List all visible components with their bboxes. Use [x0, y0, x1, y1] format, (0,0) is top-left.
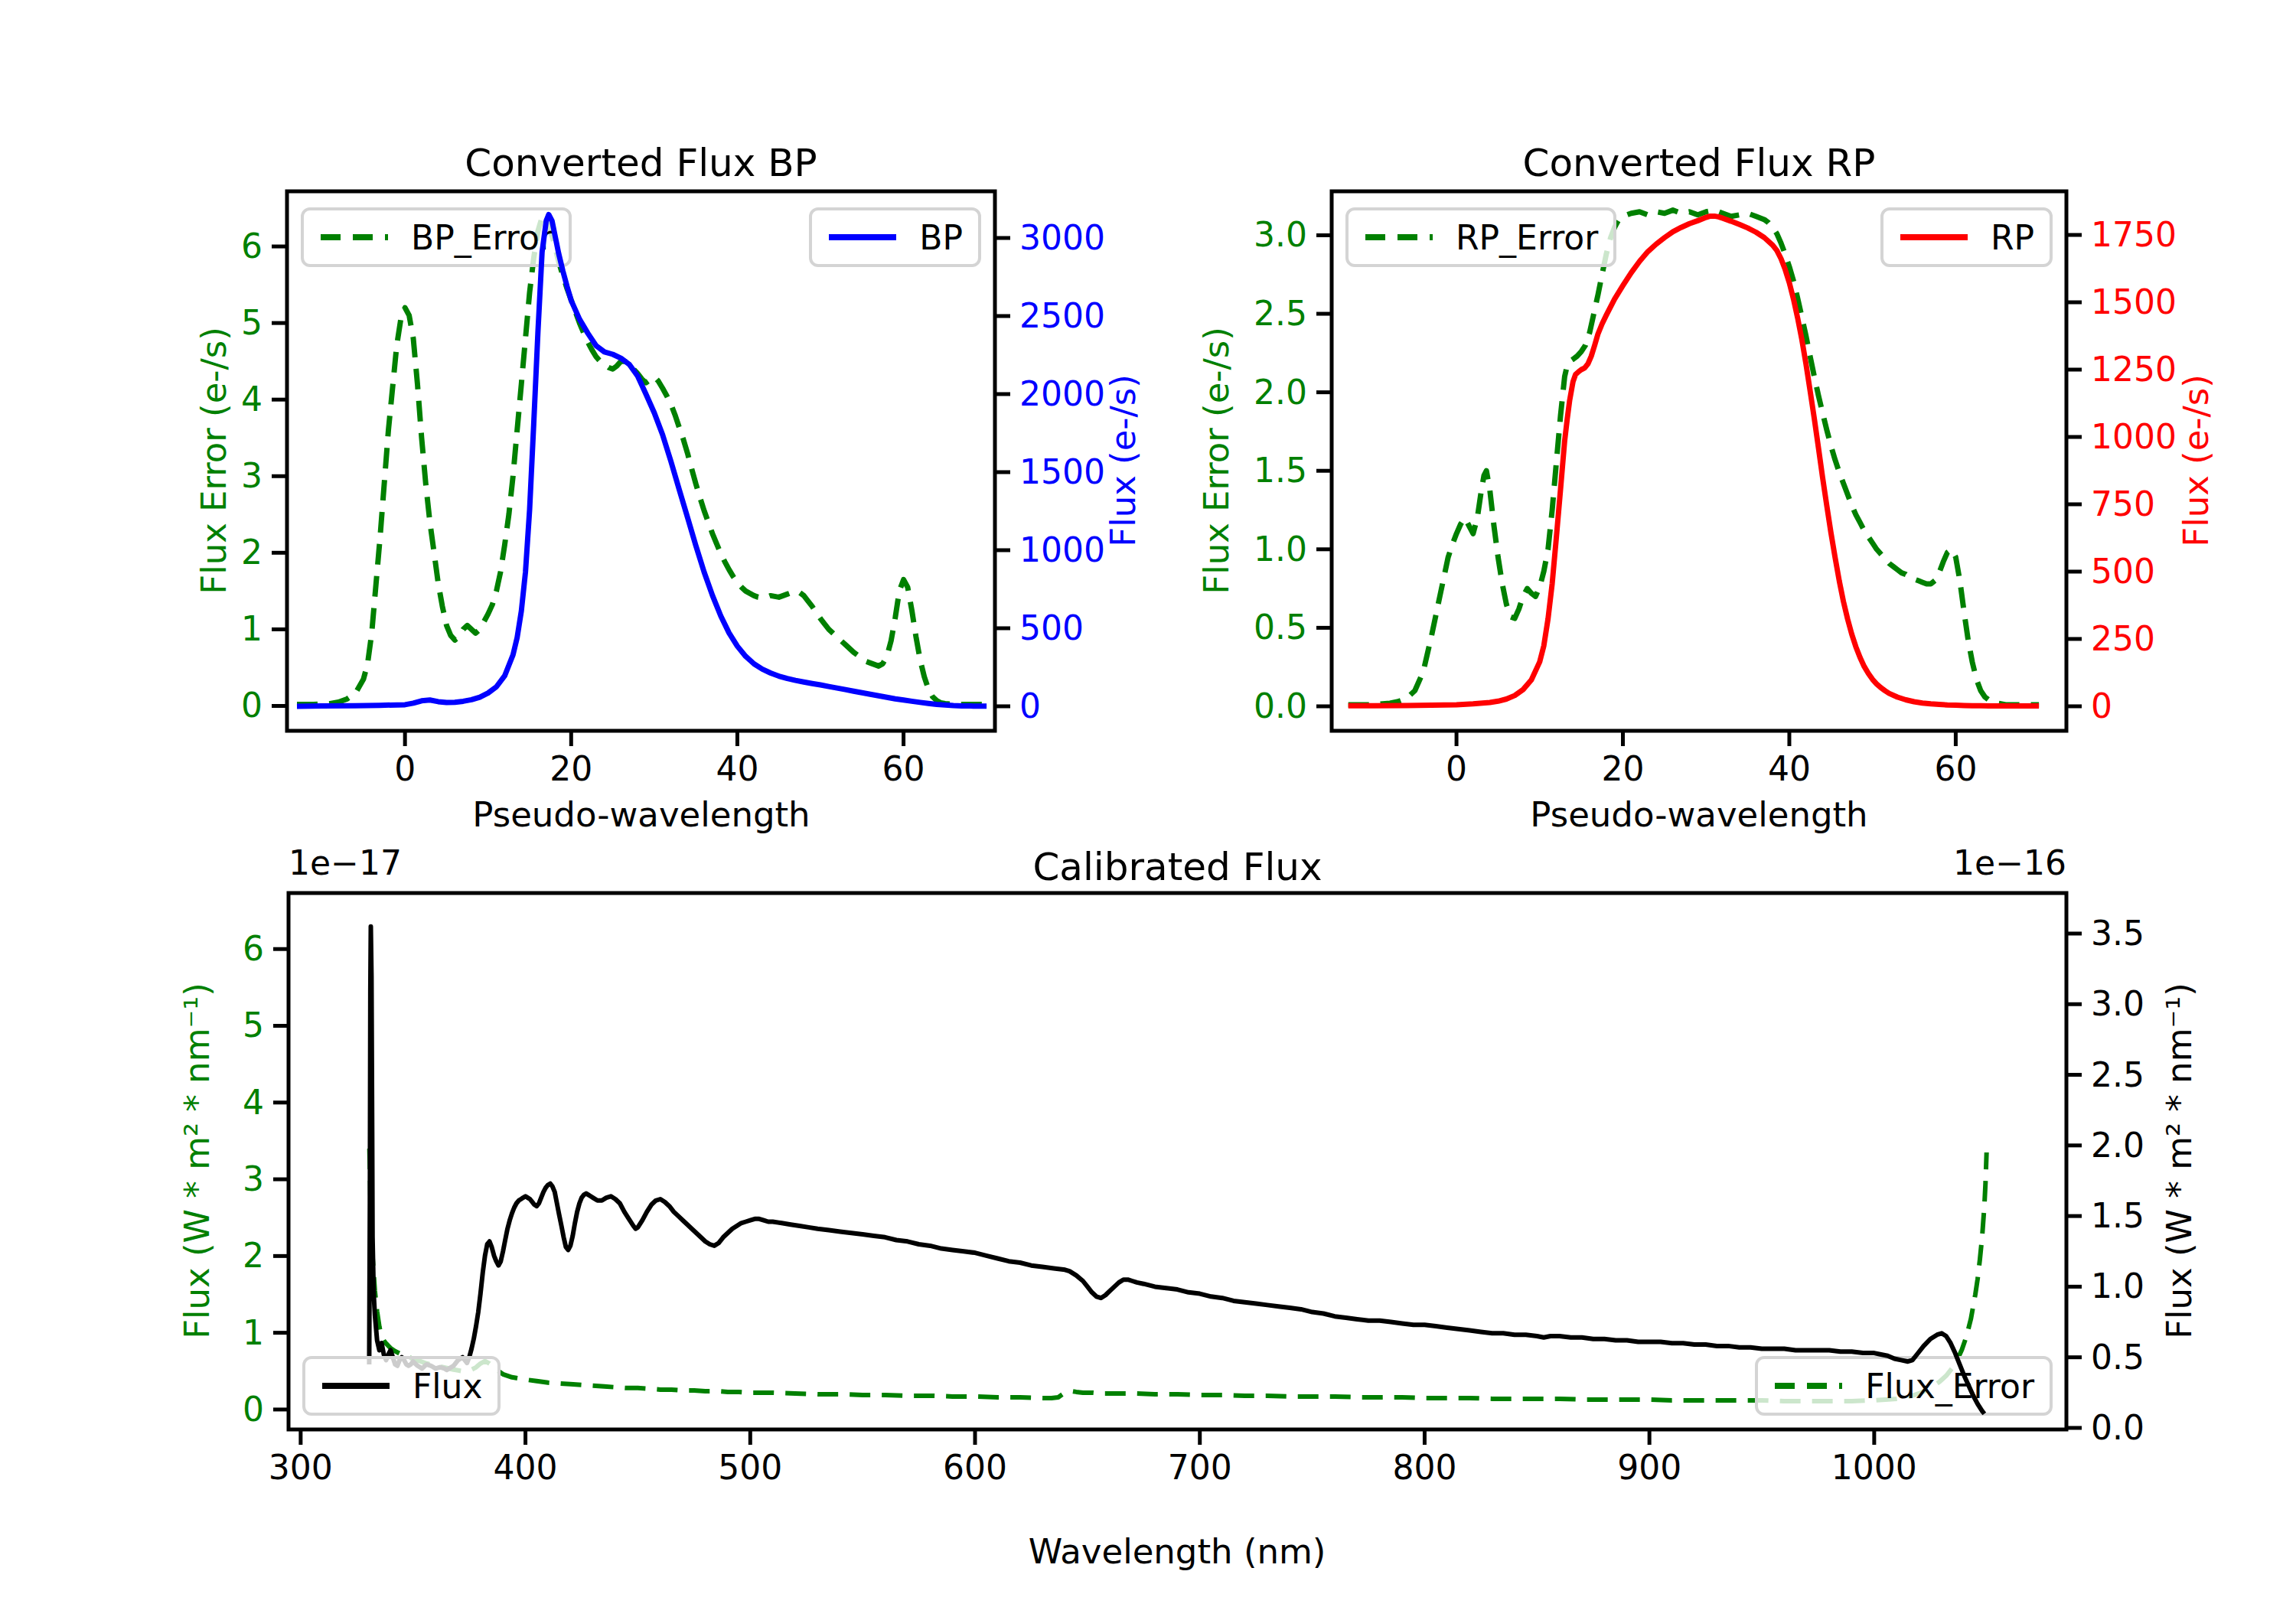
bp-tick-label: 500 [1019, 611, 1084, 645]
cal-tick-label: 300 [269, 1451, 333, 1485]
cal-tick-label: 500 [718, 1451, 782, 1485]
rp-tick-label: 750 [2091, 487, 2155, 521]
rp-tick-label: 60 [1934, 752, 1977, 786]
rp-tick-label: 500 [2091, 555, 2155, 588]
flux-curve [369, 927, 1984, 1414]
rp-tick-label: 1750 [2091, 218, 2177, 252]
rp-tick-label: 1500 [2091, 285, 2177, 319]
rp-curve [1349, 216, 2039, 706]
rp-title: Converted Flux RP [1332, 140, 2066, 186]
bp-legend-label: BP [919, 218, 963, 257]
cal-tick-label: 1 [243, 1316, 264, 1350]
cal-ylabel-left: Flux (W * m² * nm⁻¹) [176, 817, 219, 1505]
bp-tick-label: 0 [1019, 689, 1041, 723]
cal-tick-label: 800 [1392, 1451, 1456, 1485]
rp-legend-label: RP [1991, 218, 2034, 257]
bp-tick-label: 40 [716, 752, 758, 786]
rp-axes-frame [1332, 191, 2066, 731]
cal-offset-left: 1e−17 [289, 844, 402, 882]
rp-tick-label: 2.0 [1254, 376, 1307, 409]
rp-tick-label: 40 [1768, 752, 1811, 786]
rp-tick-label: 2.5 [1254, 297, 1307, 331]
bp-tick-label: 1500 [1019, 455, 1105, 489]
bp-tick-label: 3 [241, 459, 263, 493]
rp-ylabel-left: Flux Error (e-/s) [1195, 116, 1238, 805]
bp-title: Converted Flux BP [287, 140, 995, 186]
bp-tick-label: 60 [882, 752, 925, 786]
cal-tick-label: 2 [243, 1239, 264, 1273]
cal-tick-label: 0 [243, 1393, 264, 1426]
cal-tick-label: 2.0 [2091, 1129, 2144, 1162]
rp-tick-label: 1000 [2091, 420, 2177, 454]
bp-ylabel-right: Flux (e-/s) [1102, 116, 1145, 805]
bp-xlabel: Pseudo-wavelength [373, 794, 909, 836]
figure-canvas: Converted Flux BP Converted Flux RP Cali… [0, 0, 2296, 1607]
rp-tick-label: 20 [1602, 752, 1645, 786]
flux-legend-sample [321, 1381, 391, 1390]
bp-tick-label: 1000 [1019, 533, 1105, 567]
rp-tick-label: 1250 [2091, 353, 2177, 386]
rp-tick-label: 250 [2091, 622, 2155, 656]
cal-tick-label: 2.5 [2091, 1058, 2144, 1092]
cal-xlabel: Wavelength (nm) [909, 1530, 1445, 1573]
cal-tick-label: 3.5 [2091, 917, 2144, 950]
bp-axes-frame [287, 191, 995, 731]
cal-title: Calibrated Flux [289, 844, 2066, 890]
rp-ylabel-right: Flux (e-/s) [2175, 116, 2218, 805]
rp-tick-label: 0 [2091, 689, 2112, 723]
flux-legend: Flux [302, 1356, 501, 1416]
rp-tick-label: 3.0 [1254, 218, 1307, 252]
cal-tick-label: 600 [943, 1451, 1007, 1485]
rp-tick-label: 0.0 [1254, 689, 1307, 723]
bp-tick-label: 1 [241, 612, 263, 646]
cal-tick-label: 700 [1168, 1451, 1232, 1485]
cal-tick-label: 900 [1617, 1451, 1681, 1485]
cal-ylabel-right: Flux (W * m² * nm⁻¹) [2158, 817, 2201, 1505]
rp-xlabel: Pseudo-wavelength [1431, 794, 1967, 836]
bp-tick-label: 2500 [1019, 299, 1105, 333]
cal-tick-label: 3.0 [2091, 987, 2144, 1021]
cal-tick-label: 5 [243, 1009, 264, 1042]
cal-tick-label: 4 [243, 1086, 264, 1120]
cal-offset-right: 1e−16 [1953, 844, 2066, 882]
cal-tick-label: 0.5 [2091, 1341, 2144, 1374]
bp-ylabel-left: Flux Error (e-/s) [193, 116, 236, 805]
cal-tick-label: 1000 [1831, 1451, 1917, 1485]
bp-tick-label: 3000 [1019, 221, 1105, 255]
cal-tick-label: 1.0 [2091, 1270, 2144, 1303]
cal-tick-label: 6 [243, 932, 264, 966]
bp-tick-label: 2 [241, 536, 263, 569]
bp-tick-label: 20 [550, 752, 592, 786]
cal-tick-label: 3 [243, 1162, 264, 1196]
bp-curve [297, 214, 987, 706]
rp-tick-label: 0 [1446, 752, 1467, 786]
rp-tick-label: 0.5 [1254, 611, 1307, 644]
bp-tick-label: 5 [241, 306, 263, 340]
flux-legend-label: Flux [413, 1367, 482, 1406]
rp-tick-label: 1.0 [1254, 533, 1307, 566]
bp-legend-sample [827, 233, 898, 242]
bp-tick-label: 4 [241, 383, 263, 416]
bp-legend: BP [809, 207, 981, 267]
rp-legend: RP [1880, 207, 2053, 267]
rp-legend-sample [1899, 233, 1969, 242]
bp-tick-label: 6 [241, 230, 263, 263]
bp-tick-label: 0 [241, 689, 263, 722]
bp-tick-label: 0 [394, 752, 416, 786]
bp-tick-label: 2000 [1019, 377, 1105, 411]
cal-tick-label: 0.0 [2091, 1411, 2144, 1445]
cal-tick-label: 400 [494, 1451, 558, 1485]
cal-tick-label: 1.5 [2091, 1199, 2144, 1233]
rp-tick-label: 1.5 [1254, 454, 1307, 487]
